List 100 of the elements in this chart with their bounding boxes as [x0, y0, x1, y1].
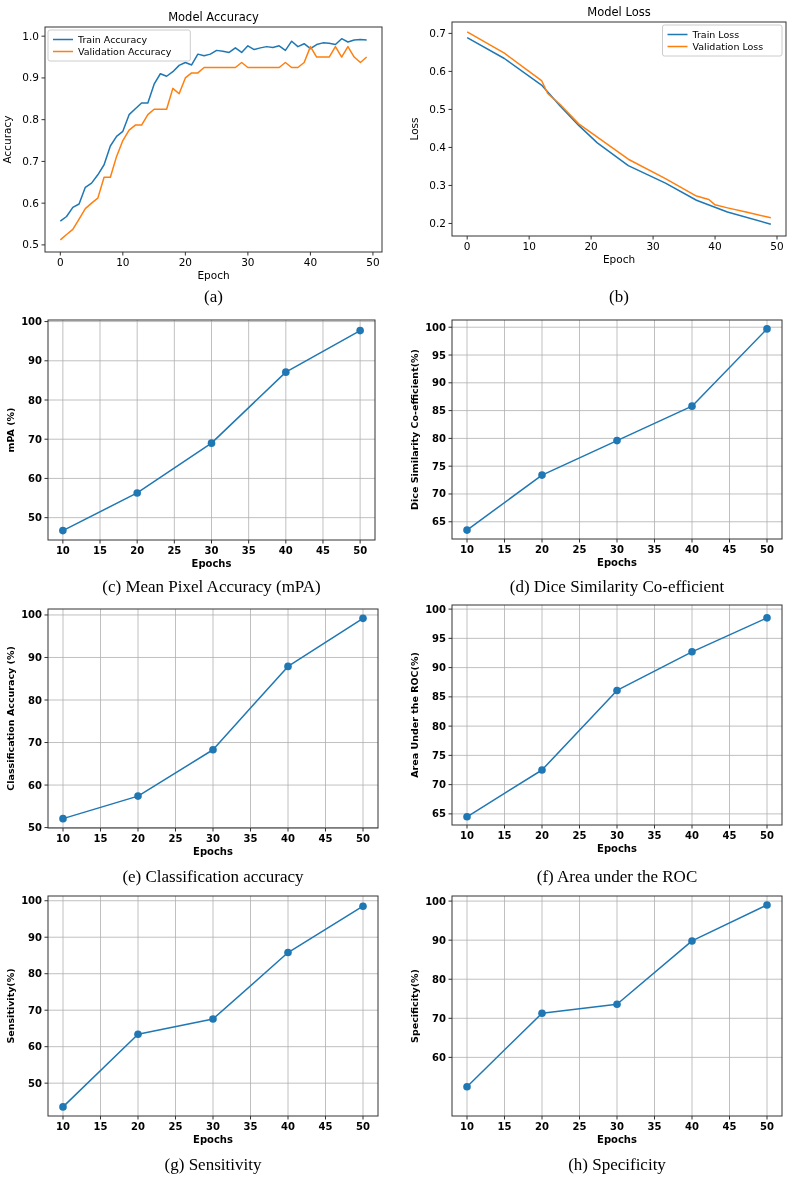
legend-label: Validation Accuracy — [78, 46, 172, 57]
point — [688, 402, 696, 410]
point — [356, 326, 364, 335]
x-tick-label: 30 — [241, 256, 255, 268]
y-tick-label: 90 — [28, 931, 43, 943]
x-tick-label: 40 — [303, 256, 318, 268]
point — [59, 526, 67, 535]
x-tick-label: 10 — [116, 256, 130, 268]
y-tick-label: 70 — [28, 1004, 43, 1016]
x-tick-label: 45 — [318, 833, 333, 844]
y-tick-label: 70 — [432, 1012, 447, 1024]
point — [207, 439, 216, 447]
y-axis-title: Sensitivity(%) — [5, 968, 16, 1044]
y-axis-title: Specificity(%) — [409, 969, 420, 1043]
y-tick-label: 80 — [28, 694, 43, 706]
x-tick-label: 50 — [366, 256, 380, 268]
x-tick-label: 50 — [760, 544, 774, 555]
point — [763, 614, 771, 622]
text: (h) Specificity — [568, 1155, 667, 1174]
x-tick-label: 20 — [178, 256, 193, 268]
point — [688, 937, 696, 945]
y-tick-label: 100 — [21, 895, 43, 907]
point — [463, 1082, 471, 1091]
x-tick-label: 45 — [722, 544, 737, 555]
chart-title: Model Loss — [587, 5, 651, 19]
y-tick-label: 65 — [432, 808, 447, 820]
x-tick-label: 10 — [55, 545, 70, 556]
y-tick-label: 60 — [28, 779, 43, 791]
y-tick-label: 80 — [432, 432, 447, 444]
x-tick-label: 40 — [278, 545, 293, 556]
x-tick-label: 40 — [685, 830, 699, 841]
point — [284, 948, 292, 957]
x-tick-label: 40 — [685, 544, 699, 555]
x-tick-label: 50 — [356, 833, 370, 844]
x-tick-label: 30 — [206, 833, 220, 844]
x-tick-label: 15 — [93, 545, 108, 556]
point — [59, 814, 67, 823]
legend-label: Train Loss — [691, 29, 740, 40]
point — [209, 745, 217, 754]
x-axis-title: Epochs — [597, 843, 637, 854]
x-tick-label: 0 — [463, 240, 471, 252]
point — [59, 1103, 67, 1111]
x-tick-label: 10 — [56, 1121, 70, 1132]
y-tick-label: 90 — [432, 934, 447, 946]
x-tick-label: 40 — [685, 1121, 699, 1132]
y-tick-label: 80 — [28, 968, 43, 980]
x-tick-label: 15 — [497, 544, 512, 555]
y-axis-title: mPA (%) — [5, 407, 16, 453]
x-axis-title: Epoch — [602, 253, 636, 265]
y-tick-label: 90 — [432, 662, 447, 674]
x-axis-title: Epochs — [193, 846, 233, 857]
x-tick-label: 20 — [535, 544, 549, 555]
x-axis-title: Epochs — [193, 1134, 233, 1145]
point — [613, 1000, 621, 1009]
point — [688, 648, 696, 656]
y-axis-title: Loss — [408, 117, 420, 141]
x-tick-label: 25 — [572, 830, 587, 841]
y-tick-label: 80 — [432, 973, 447, 985]
x-axis-title: Epochs — [597, 1134, 637, 1145]
y-tick-label: 0.7 — [429, 26, 446, 39]
point — [133, 489, 141, 497]
x-tick-label: 45 — [722, 830, 737, 841]
x-tick-label: 25 — [167, 545, 182, 556]
text: (a) — [204, 287, 223, 306]
y-tick-label: 60 — [28, 472, 43, 484]
y-tick-label: 85 — [432, 405, 447, 417]
x-axis-title: Epochs — [597, 557, 637, 568]
x-tick-label: 35 — [241, 545, 256, 556]
x-tick-label: 50 — [770, 240, 784, 252]
x-tick-label: 15 — [497, 1121, 512, 1132]
x-tick-label: 10 — [460, 544, 474, 555]
x-tick-label: 20 — [584, 240, 598, 252]
x-tick-label: 25 — [168, 1121, 183, 1132]
x-axis-title: Epochs — [191, 558, 232, 569]
point — [538, 471, 546, 479]
y-tick-label: 0.5 — [22, 238, 39, 251]
x-tick-label: 35 — [647, 830, 662, 841]
x-tick-label: 50 — [353, 545, 368, 556]
x-tick-label: 35 — [243, 1121, 258, 1132]
x-tick-label: 50 — [760, 830, 774, 841]
point — [613, 686, 621, 695]
y-tick-label: 50 — [28, 512, 43, 524]
y-tick-label: 70 — [28, 433, 43, 445]
y-tick-label: 90 — [28, 651, 43, 663]
y-tick-label: 100 — [425, 603, 447, 615]
y-tick-label: 100 — [425, 895, 447, 907]
y-tick-label: 65 — [432, 516, 447, 528]
point — [209, 1015, 217, 1023]
x-tick-label: 50 — [356, 1121, 370, 1132]
x-tick-label: 20 — [131, 833, 145, 844]
x-tick-label: 20 — [130, 545, 145, 556]
point — [359, 902, 367, 911]
y-tick-label: 0.6 — [22, 196, 40, 209]
x-tick-label: 10 — [56, 833, 70, 844]
y-tick-label: 90 — [432, 377, 447, 389]
x-tick-label: 10 — [460, 830, 474, 841]
legend-label: Validation Loss — [692, 41, 764, 52]
y-tick-label: 0.2 — [429, 216, 446, 229]
point — [134, 1030, 142, 1039]
y-tick-label: 0.7 — [22, 154, 39, 167]
